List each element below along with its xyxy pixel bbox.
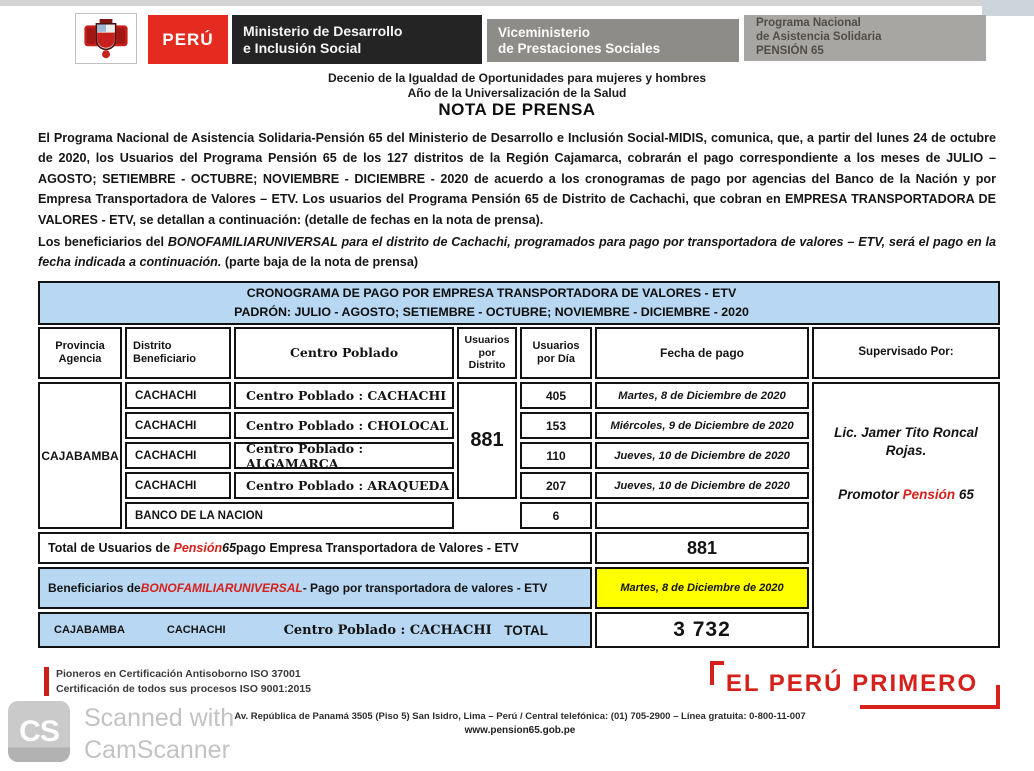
table-body: CAJABAMBA 881 Lic. Jamer Tito Roncal Roj… [38, 382, 1000, 648]
slogan-bracket-left [710, 661, 724, 685]
final-row-total-label: TOTAL [504, 622, 548, 638]
peru-coat-of-arms-icon [75, 13, 137, 64]
total-row-label: Total de Usuarios de Pensión 65 pago Emp… [38, 532, 592, 564]
camscanner-icon-label: CS [19, 714, 60, 748]
table-row-distrito: CACHACHI [125, 382, 231, 409]
decenio-motto: Decenio de la Igualdad de Oportunidades … [327, 71, 707, 85]
paragraph-italic-text: para el distrito de Cachachi, programado… [38, 235, 996, 270]
table-row-fecha-pago: Jueves, 10 de Diciembre de 2020 [595, 442, 809, 469]
total-row-value: 881 [595, 532, 809, 564]
final-row-label: CAJABAMBA CACHACHI Centro Poblado : CACH… [38, 612, 592, 648]
table-row-usuarios-dia: 207 [520, 472, 592, 499]
payment-schedule-table: CRONOGRAMA DE PAGO POR EMPRESA TRANSPORT… [38, 281, 1000, 648]
slogan-bracket-right [860, 685, 1000, 709]
table-row-centro-poblado: Centro Poblado : CACHACHI [234, 382, 454, 409]
iso-line: Pioneros en Certificación Antisoborno IS… [56, 668, 301, 680]
peru-brand-logo: PERÚ [148, 15, 228, 64]
iso-line: Certificación de todos sus procesos ISO … [56, 682, 312, 695]
table-header-row: Provincia Agencia Distrito Beneficiario … [38, 327, 1000, 379]
cell-banco-de-la-nacion: BANCO DE LA NACION [125, 502, 454, 529]
year-motto: Año de la Universalización de la Salud [407, 86, 627, 100]
bono-row-highlighted-date: Martes, 8 de Diciembre de 2020 [595, 567, 809, 609]
bono-familiar-red-text: BONOFAMILIARUNIVERSAL [140, 581, 303, 595]
cell-usuarios-por-distrito-total: 881 [457, 382, 517, 499]
pension65-red-text: Pensión [902, 487, 956, 503]
paragraph-note: (parte baja de la nota de prensa) [221, 255, 419, 270]
final-row-provincia: CAJABAMBA [54, 624, 125, 636]
ministry-line: e Inclusión Social [243, 39, 362, 56]
ministry-banner: Ministerio de Desarrollo e Inclusión Soc… [232, 15, 482, 64]
table-row-usuarios-dia: 405 [520, 382, 592, 409]
peru-brand-label: PERÚ [162, 29, 214, 49]
table-title-band: CRONOGRAMA DE PAGO POR EMPRESA TRANSPORT… [38, 281, 1000, 325]
column-header-fecha-de-pago: Fecha de pago [595, 327, 809, 379]
footer-website: www.pension65.gob.pe [464, 725, 576, 736]
ministry-line: Ministerio de Desarrollo [243, 23, 403, 40]
table-title-line2: PADRÓN: JULIO - AGOSTO; SETIEMBRE - OCTU… [234, 305, 749, 319]
column-header-distrito: Distrito Beneficiario [125, 327, 231, 379]
paragraph-text: Los beneficiarios del [38, 235, 168, 249]
camscanner-icon: CS [8, 701, 70, 762]
table-row-fecha-pago: Martes, 8 de Diciembre de 2020 [595, 382, 809, 409]
scan-edge-artifact [0, 0, 1034, 6]
slogan-text: EL PERÚ PRIMERO [725, 670, 979, 697]
coat-of-arms-graphic [84, 18, 128, 58]
bono-familiar-paragraph: Los beneficiarios del BONOFAMILIARUNIVER… [38, 232, 996, 272]
cell-banco-usuarios-dia: 6 [520, 502, 592, 529]
program-line: PENSIÓN 65 [756, 44, 824, 57]
final-row-total-value: 3 732 [595, 612, 809, 648]
cell-banco-fecha-empty [595, 502, 809, 529]
column-header-usuarios-por-distrito: Usuarios por Distrito [457, 327, 517, 379]
table-row-distrito: CACHACHI [125, 472, 231, 499]
bono-familiar-name: BONOFAMILIARUNIVERSAL [167, 235, 338, 249]
press-release-paragraph: El Programa Nacional de Asistencia Solid… [38, 131, 996, 227]
camscanner-watermark: Scanned with CamScanner [84, 704, 235, 764]
table-row-centro-poblado: Centro Poblado : CHOLOCAL [234, 412, 454, 439]
supervisor-role: Promotor Pensión 65 [838, 487, 974, 503]
final-row-centro: Centro Poblado : CACHACHI [283, 622, 492, 638]
program-banner: Programa Nacional de Asistencia Solidari… [744, 15, 986, 61]
table-row-usuarios-dia: 110 [520, 442, 592, 469]
el-peru-primero-logo: EL PERÚ PRIMERO [708, 661, 1000, 709]
scan-corner-artifact [982, 0, 1034, 16]
bono-row-label: Beneficiarios de BONOFAMILIARUNIVERSAL -… [38, 567, 592, 609]
footer-address: Av. República de Panamá 3505 (Piso 5) Sa… [234, 711, 806, 722]
table-title-line1: CRONOGRAMA DE PAGO POR EMPRESA TRANSPORT… [246, 286, 737, 301]
final-row-distrito: CACHACHI [166, 624, 226, 636]
table-row-fecha-pago: Miércoles, 9 de Diciembre de 2020 [595, 412, 809, 439]
supervisor-name: Lic. Jamer Tito Roncal Rojas. [834, 425, 978, 458]
table-row-distrito: CACHACHI [125, 442, 231, 469]
table-row-centro-poblado: Centro Poblado : ALGAMARCA [234, 441, 454, 471]
column-header-provincia: Provincia Agencia [38, 327, 122, 379]
page-title: NOTA DE PRENSA [438, 100, 596, 119]
program-line: de Asistencia Solidaria [756, 31, 882, 44]
table-row-fecha-pago: Jueves, 10 de Diciembre de 2020 [595, 472, 809, 499]
viceministry-line: Viceministerio [498, 24, 591, 40]
viceministry-banner: Viceministerio de Prestaciones Sociales [487, 19, 739, 62]
table-row-centro-poblado: Centro Poblado : ARAQUEDA [234, 472, 454, 499]
column-header-centro-poblado: Centro Poblado [234, 327, 454, 379]
table-row-distrito: CACHACHI [125, 412, 231, 439]
pension-red-text: Pensión [173, 541, 223, 555]
column-header-usuarios-por-dia: Usuarios por Día [520, 327, 592, 379]
column-header-supervisado-por: Supervisado Por: [812, 327, 1000, 379]
table-row-usuarios-dia: 153 [520, 412, 592, 439]
cell-supervisado-por: Lic. Jamer Tito Roncal Rojas. Promotor P… [812, 382, 1000, 648]
program-line: Programa Nacional [756, 17, 861, 30]
cell-provincia-cajabamba: CAJABAMBA [38, 382, 122, 529]
iso-certification-block: Pioneros en Certificación Antisoborno IS… [44, 667, 312, 697]
viceministry-line: de Prestaciones Sociales [498, 40, 661, 56]
